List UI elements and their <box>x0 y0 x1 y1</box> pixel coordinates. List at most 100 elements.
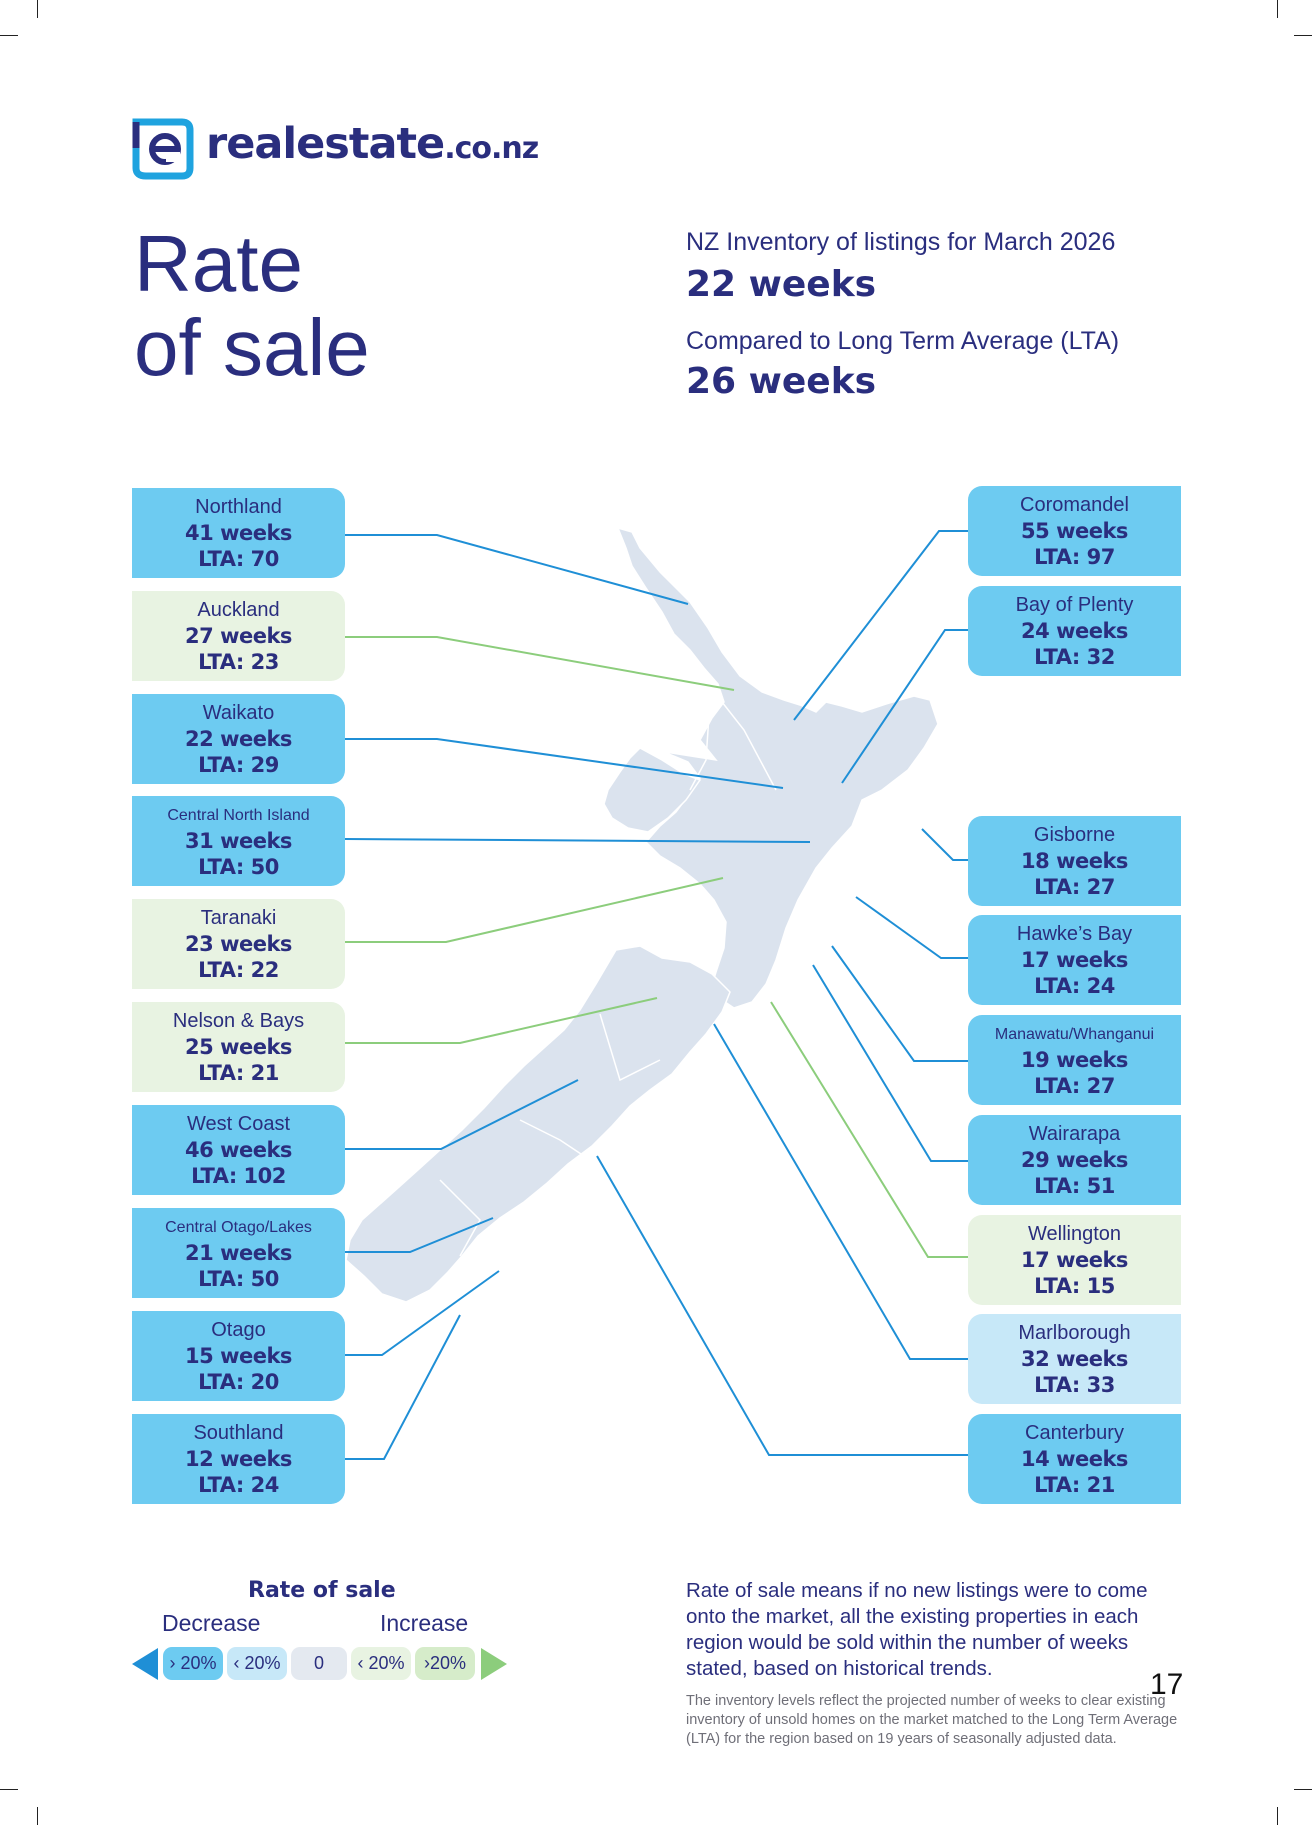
region-hawkes-bay: Hawke’s Bay 17 weeks LTA: 24 <box>968 915 1181 1005</box>
region-weeks: 55 weeks <box>1021 519 1128 543</box>
region-name: Canterbury <box>1025 1422 1124 1444</box>
region-southland: Southland 12 weeks LTA: 24 <box>132 1414 345 1504</box>
region-name: Wellington <box>1027 1223 1122 1245</box>
region-lta: LTA: 97 <box>1034 545 1115 569</box>
region-name: Auckland <box>197 599 280 621</box>
region-name: Nelson & Bays <box>172 1010 305 1032</box>
legend-chip-decrease-light: ‹ 20% <box>227 1647 287 1680</box>
region-auckland: Auckland 27 weeks LTA: 23 <box>132 591 345 681</box>
legend-chip-increase-light: ‹ 20% <box>351 1647 411 1680</box>
brand-tld: .co.nz <box>444 131 539 166</box>
region-wairarapa: Wairarapa 29 weeks LTA: 51 <box>968 1115 1181 1205</box>
connector-hawkes-bay <box>855 896 968 959</box>
region-name: Northland <box>195 496 282 518</box>
region-weeks: 29 weeks <box>1021 1148 1128 1172</box>
connector-nelson-bays <box>345 997 658 1044</box>
connector-wairarapa <box>812 964 968 1162</box>
region-name: Wairarapa <box>1028 1123 1121 1145</box>
region-name: West Coast <box>187 1113 290 1135</box>
connector-central-otago <box>345 1217 494 1253</box>
connector-coromandel <box>793 530 968 721</box>
map-border <box>439 651 777 1257</box>
legend-increase-label: Increase <box>380 1610 469 1636</box>
region-manawatu-whanganui: Manawatu/Whanganui 19 weeks LTA: 27 <box>968 1015 1181 1105</box>
region-name: Southland <box>193 1422 284 1444</box>
brand-logo-text: realestate.co.nz <box>206 119 539 169</box>
legend-decrease-label: Decrease <box>162 1610 261 1636</box>
region-weeks: 32 weeks <box>1021 1347 1128 1371</box>
connector-otago <box>345 1270 500 1356</box>
region-waikato: Waikato 22 weeks LTA: 29 <box>132 694 345 784</box>
region-weeks: 21 weeks <box>185 1241 292 1265</box>
region-weeks: 25 weeks <box>185 1035 292 1059</box>
region-name: Otago <box>211 1319 266 1341</box>
lta-label: Compared to Long Term Average (LTA) <box>686 327 1120 355</box>
crop-mark <box>1294 1789 1312 1790</box>
region-lta: LTA: 24 <box>198 1473 279 1497</box>
region-weeks: 19 weeks <box>1021 1048 1128 1072</box>
region-lta: LTA: 29 <box>198 753 279 777</box>
region-lta: LTA: 33 <box>1034 1373 1115 1397</box>
region-taranaki: Taranaki 23 weeks LTA: 22 <box>132 899 345 989</box>
region-lta: LTA: 20 <box>198 1370 279 1394</box>
region-weeks: 24 weeks <box>1021 619 1128 643</box>
region-west-coast: West Coast 46 weeks LTA: 102 <box>132 1105 345 1195</box>
region-lta: LTA: 24 <box>1034 974 1115 998</box>
region-name: Gisborne <box>1033 824 1116 846</box>
connector-wellington <box>770 1001 968 1258</box>
region-lta: LTA: 32 <box>1034 645 1115 669</box>
region-weeks: 41 weeks <box>185 521 292 545</box>
region-weeks: 27 weeks <box>185 624 292 648</box>
connector-manawatu <box>831 945 968 1062</box>
region-lta: LTA: 102 <box>191 1164 286 1188</box>
region-name: Hawke’s Bay <box>1016 923 1133 945</box>
region-otago: Otago 15 weeks LTA: 20 <box>132 1311 345 1401</box>
region-weeks: 12 weeks <box>185 1447 292 1471</box>
region-name: Marlborough <box>1018 1322 1131 1344</box>
region-gisborne: Gisborne 18 weeks LTA: 27 <box>968 816 1181 906</box>
region-weeks: 14 weeks <box>1021 1447 1128 1471</box>
connector-taranaki <box>345 877 724 943</box>
region-bay-of-plenty: Bay of Plenty 24 weeks LTA: 32 <box>968 586 1181 676</box>
region-weeks: 17 weeks <box>1021 1248 1128 1272</box>
inventory-label: NZ Inventory of listings for March 2026 <box>686 228 1116 256</box>
region-weeks: 17 weeks <box>1021 948 1128 972</box>
connector-central-north-island <box>344 838 811 843</box>
region-weeks: 46 weeks <box>185 1138 292 1162</box>
region-lta: LTA: 51 <box>1034 1174 1115 1198</box>
connector-canterbury <box>596 1155 968 1456</box>
connector-northland <box>345 534 689 605</box>
region-coromandel: Coromandel 55 weeks LTA: 97 <box>968 486 1181 576</box>
region-weeks: 31 weeks <box>185 829 292 853</box>
legend-chip-neutral: 0 <box>291 1647 347 1680</box>
crop-mark <box>1277 0 1278 18</box>
region-lta: LTA: 50 <box>198 1267 279 1291</box>
region-weeks: 15 weeks <box>185 1344 292 1368</box>
region-lta: LTA: 23 <box>198 650 279 674</box>
inventory-value: 22 weeks <box>686 264 877 305</box>
north-island-shape <box>603 526 939 1009</box>
connector-bay-of-plenty <box>841 629 968 784</box>
brand-name: realestate <box>206 119 445 169</box>
region-weeks: 22 weeks <box>185 727 292 751</box>
region-lta: LTA: 21 <box>198 1061 279 1085</box>
connector-west-coast <box>345 1079 579 1150</box>
page-number: 17 <box>1150 1668 1184 1701</box>
legend-chip-increase-strong: ›20% <box>415 1647 475 1680</box>
region-lta: LTA: 15 <box>1034 1274 1115 1298</box>
region-name: Waikato <box>202 702 275 724</box>
region-lta: LTA: 50 <box>198 855 279 879</box>
crop-mark <box>1294 35 1312 36</box>
connector-waikato <box>345 738 784 789</box>
arrow-left-icon <box>132 1648 158 1680</box>
crop-mark <box>37 0 38 18</box>
region-canterbury: Canterbury 14 weeks LTA: 21 <box>968 1414 1181 1504</box>
title-line-2: of sale <box>134 303 370 392</box>
region-name: Central North Island <box>167 807 310 824</box>
region-lta: LTA: 27 <box>1034 875 1115 899</box>
crop-mark <box>0 1789 18 1790</box>
south-island-shape <box>345 945 731 1303</box>
region-name: Bay of Plenty <box>1015 594 1134 616</box>
region-nelson-bays: Nelson & Bays 25 weeks LTA: 21 <box>132 1002 345 1092</box>
